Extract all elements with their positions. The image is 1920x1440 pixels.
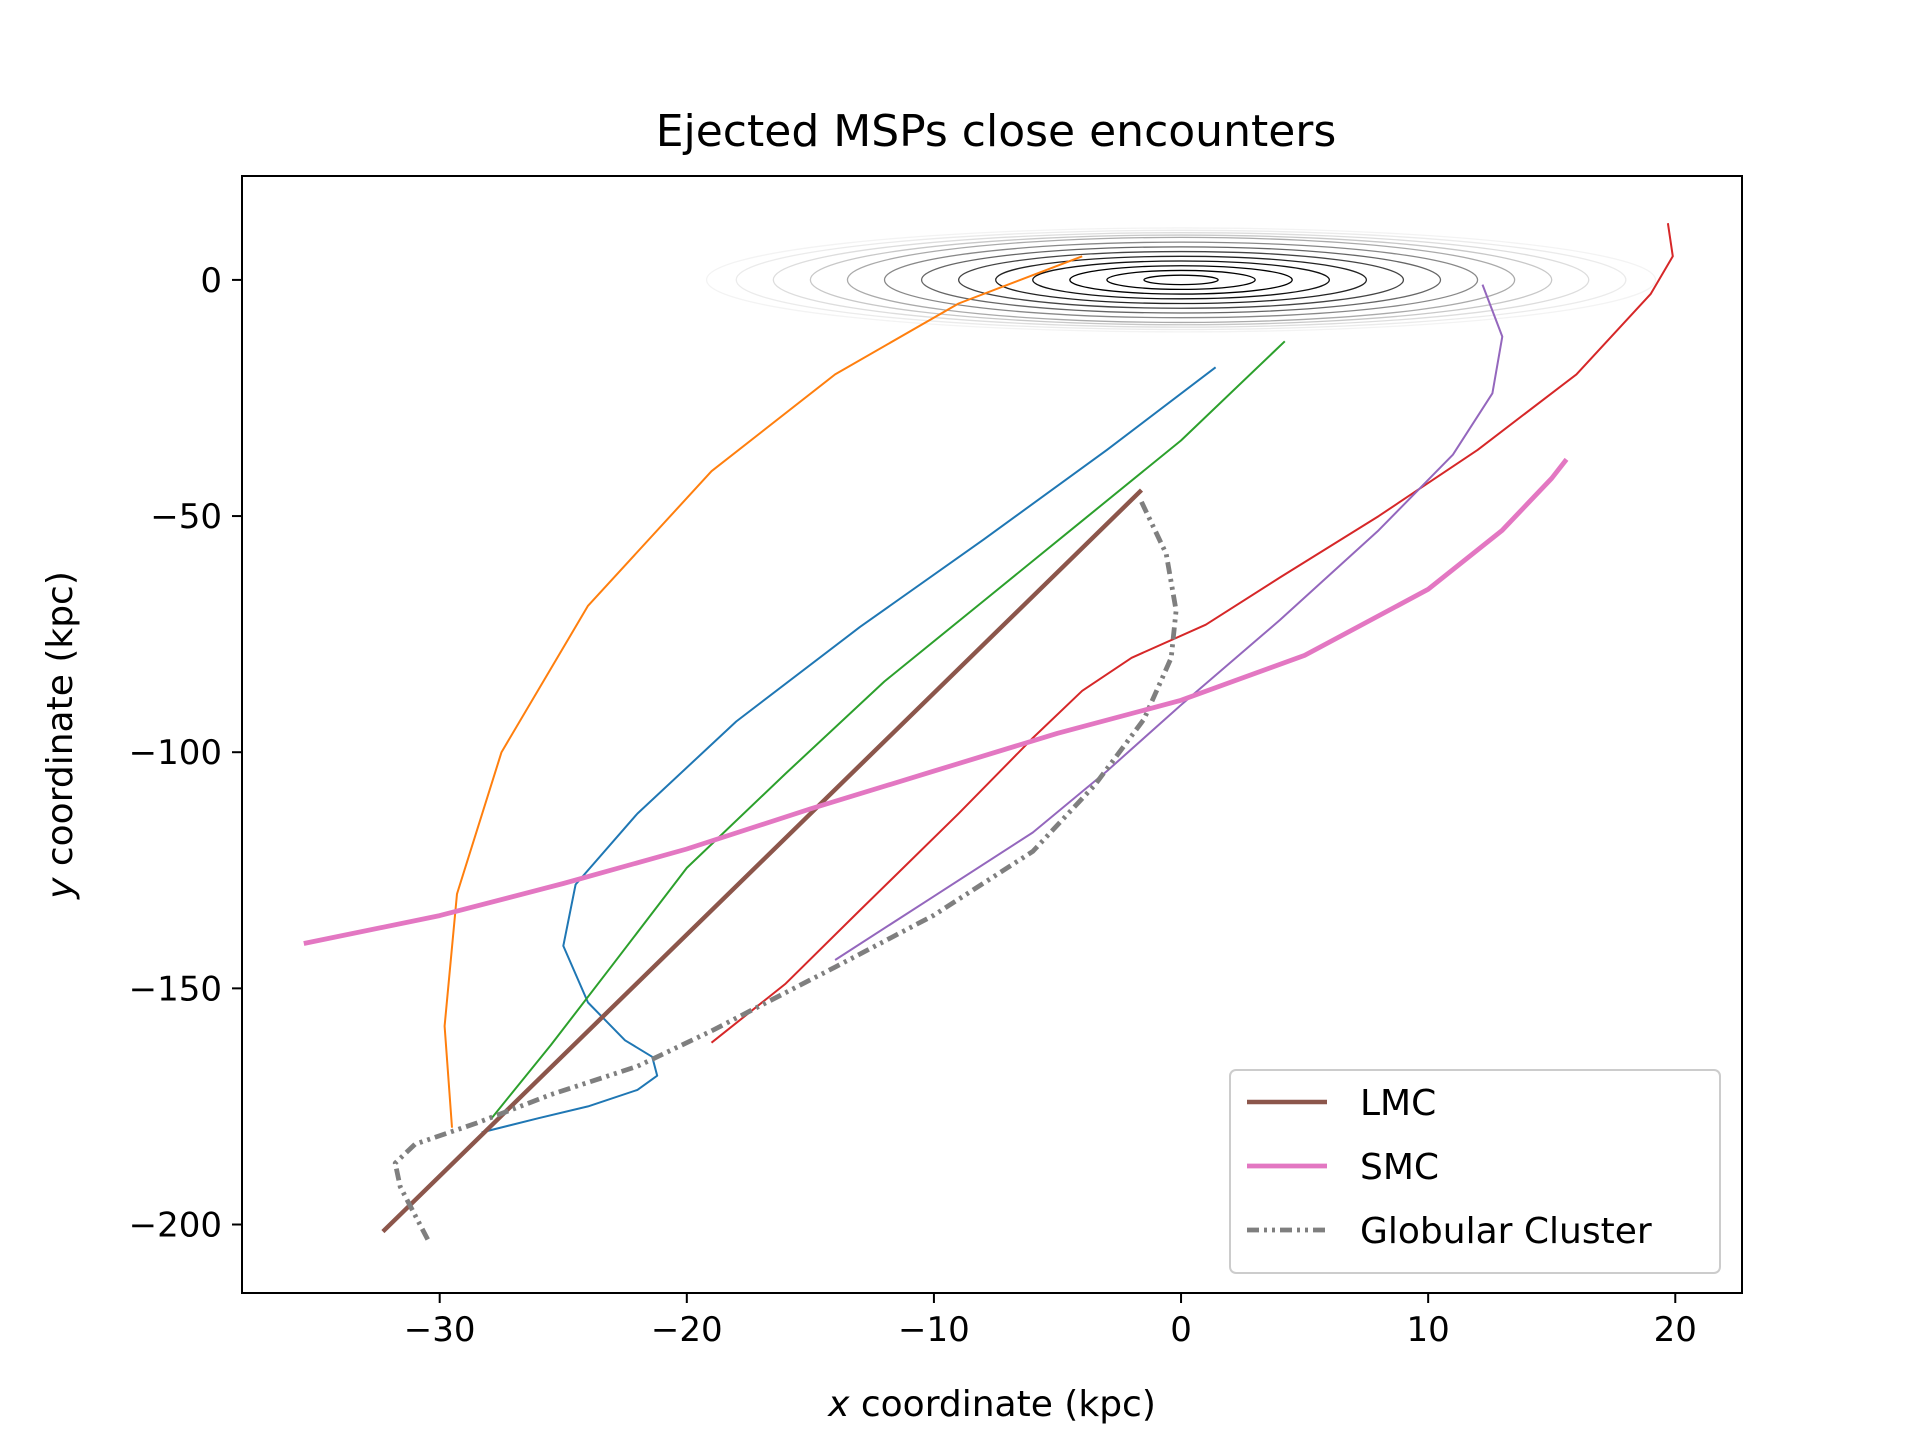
msp-trajectory-1f77b4-line — [481, 366, 1217, 1134]
legend-box — [1229, 1069, 1721, 1274]
msp-trajectory-2ca02c-line — [490, 340, 1286, 1119]
chart-title: Ejected MSPs close encounters — [656, 106, 1337, 157]
x-axis-label-var: x — [827, 1384, 850, 1425]
x-tick-label: 20 — [1654, 1310, 1697, 1350]
disk-contour-ring — [705, 227, 1657, 333]
disk-contour-ring — [1032, 260, 1330, 300]
legend: LMC SMC Globular Cluster — [1229, 1069, 1721, 1274]
axes-frame — [241, 175, 1743, 1294]
y-tick-label: −50 — [150, 497, 222, 537]
plot-content — [303, 223, 1674, 1245]
lmc-line — [381, 488, 1144, 1234]
y-axis-label: y coordinate (kpc) — [40, 571, 81, 900]
x-tick-label: −10 — [898, 1310, 970, 1350]
x-tick-label: −30 — [404, 1310, 476, 1350]
y-axis-ticks: 0 −50 −100 −150 −200 — [129, 261, 242, 1246]
msp-trajectory-ff7f0e-line — [443, 255, 1083, 1128]
disk-contour-ring — [920, 246, 1442, 314]
disk-contour-ring — [1069, 265, 1293, 295]
legend-entries: LMC SMC Globular Cluster — [1247, 1083, 1652, 1252]
y-axis-label-text: coordinate (kpc) — [40, 571, 81, 877]
galaxy-disk-contours — [705, 227, 1657, 333]
disk-contour-ring — [957, 250, 1405, 309]
x-axis-ticks: −30 −20 −10 0 10 20 — [404, 1293, 1697, 1350]
globular-cluster-line — [392, 500, 1179, 1245]
disk-contour-ring — [883, 241, 1479, 319]
disk-contour-ring — [772, 232, 1590, 328]
plot-area — [303, 223, 1674, 1245]
legend-label-smc: SMC — [1360, 1147, 1439, 1188]
disk-contour-ring — [846, 236, 1516, 324]
msp-trajectory-d62728-line — [710, 223, 1674, 1044]
smc-line — [303, 457, 1569, 946]
y-tick-label: −100 — [129, 733, 222, 773]
x-tick-label: 0 — [1170, 1310, 1192, 1350]
y-axis-label-var: y — [40, 877, 81, 900]
x-tick-label: 10 — [1407, 1310, 1450, 1350]
disk-contour-ring — [809, 234, 1553, 326]
x-tick-label: −20 — [651, 1310, 723, 1350]
x-axis-label: x coordinate (kpc) — [827, 1384, 1156, 1425]
y-tick-label: −150 — [129, 969, 222, 1009]
disk-contour-ring — [1106, 269, 1256, 291]
disk-contour-ring — [1143, 274, 1219, 286]
disk-contour-ring — [995, 255, 1368, 305]
msp-trajectory-9467bd-line — [834, 284, 1504, 961]
disk-contour-ring — [735, 229, 1627, 331]
legend-label-lmc: LMC — [1360, 1083, 1436, 1124]
legend-label-globular-cluster: Globular Cluster — [1360, 1211, 1652, 1252]
y-tick-label: 0 — [200, 261, 222, 301]
x-axis-label-text: coordinate (kpc) — [849, 1384, 1155, 1425]
y-tick-label: −200 — [129, 1206, 222, 1246]
